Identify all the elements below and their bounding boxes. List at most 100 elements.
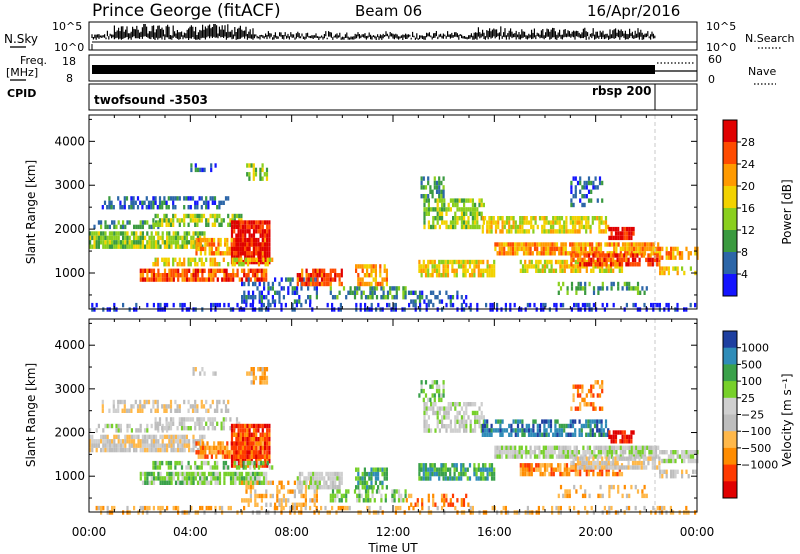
scatter-cell [460, 211, 463, 216]
scatter-cell [320, 471, 324, 477]
scatter-cell [246, 428, 249, 433]
scatter-cell [601, 302, 604, 308]
scatter-cell [198, 257, 201, 262]
scatter-cell [257, 454, 260, 459]
scatter-cell [252, 454, 256, 459]
scatter-cell [144, 434, 147, 440]
scatter-cell [361, 485, 364, 490]
scatter-cell [445, 498, 448, 503]
scatter-cell [373, 286, 376, 291]
scatter-cell [397, 493, 401, 499]
scatter-cell [122, 235, 125, 241]
scatter-cell [637, 450, 640, 455]
scatter-cell [178, 222, 181, 227]
scatter-cell [300, 286, 303, 291]
scatter-cell [689, 454, 692, 459]
scatter-cell [527, 428, 531, 433]
scatter-cell [124, 443, 127, 448]
scatter-cell [607, 467, 610, 472]
scatter-cell [521, 220, 524, 225]
scatter-cell [440, 493, 444, 499]
scatter-cell [414, 302, 417, 308]
scatter-cell [612, 439, 615, 444]
scatter-cell [257, 255, 260, 260]
scatter-cell [604, 220, 608, 225]
scatter-cell [133, 224, 136, 230]
scatter-cell [567, 423, 570, 429]
scatter-cell [414, 502, 417, 507]
scatter-cell [314, 476, 317, 481]
scatter-cell [119, 244, 122, 249]
scatter-cell [431, 393, 434, 398]
scatter-cell [265, 375, 269, 381]
scatter-cell [536, 445, 539, 450]
scatter-cell [239, 224, 242, 230]
scatter-cell [447, 402, 450, 407]
scatter-cell [381, 485, 384, 490]
scatter-cell [280, 485, 283, 490]
scatter-cell [433, 471, 436, 477]
scatter-cell [113, 224, 116, 230]
scatter-cell [237, 445, 240, 451]
scatter-cell [221, 251, 224, 256]
scatter-cell [223, 277, 226, 282]
scatter-cell [524, 467, 527, 472]
scatter-cell [196, 205, 199, 210]
scatter-cell [452, 216, 455, 221]
scatter-cell [157, 439, 160, 444]
scatter-cell [460, 502, 463, 507]
scatter-cell [601, 406, 604, 411]
scatter-cell [604, 450, 607, 455]
scatter-cell [436, 424, 439, 429]
scatter-cell [315, 295, 318, 300]
scatter-cell [462, 502, 466, 507]
scatter-cell [97, 505, 100, 511]
scatter-cell [133, 443, 136, 448]
scatter-cell [500, 445, 504, 450]
scatter-cell [329, 480, 332, 485]
scatter-cell [523, 220, 526, 225]
scatter-cell [237, 437, 240, 442]
scatter-cell [454, 406, 457, 411]
scatter-cell [615, 445, 618, 450]
scatter-cell [197, 454, 200, 459]
scatter-cell [217, 450, 220, 455]
ytick-label: 1000 [54, 469, 85, 483]
scatter-cell [251, 460, 254, 466]
scatter-cell [438, 471, 441, 477]
scatter-cell [254, 502, 257, 507]
scatter-cell [157, 476, 160, 481]
scatter-cell [115, 235, 118, 241]
scatter-cell [593, 419, 597, 424]
scatter-cell [237, 224, 240, 230]
scatter-cell [423, 202, 426, 208]
velocity-heatmap [89, 367, 699, 515]
scatter-cell [559, 463, 562, 468]
scatter-cell [463, 224, 466, 230]
scatter-cell [224, 242, 227, 247]
scatter-cell [436, 211, 439, 216]
scatter-cell [280, 286, 283, 291]
scatter-cell [438, 198, 441, 203]
scatter-cell [460, 406, 463, 411]
scatter-cell [526, 505, 529, 511]
scatter-cell [451, 259, 454, 265]
scatter-cell [216, 476, 219, 481]
scatter-cell [185, 480, 189, 485]
scatter-cell [596, 393, 599, 398]
scatter-cell [314, 273, 317, 278]
scatter-cell [592, 467, 595, 472]
scatter-cell [89, 244, 92, 249]
scatter-cell [163, 257, 166, 262]
scatter-cell [204, 445, 207, 451]
scatter-cell [441, 505, 444, 511]
scatter-cell [429, 189, 432, 194]
scatter-cell [609, 262, 613, 267]
scatter-cell [573, 246, 576, 252]
scatter-cell [596, 185, 599, 190]
scatter-cell [468, 273, 472, 278]
scatter-cell [583, 253, 586, 258]
scatter-cell [179, 439, 182, 444]
scatter-cell [264, 262, 267, 267]
scatter-cell [181, 439, 184, 444]
